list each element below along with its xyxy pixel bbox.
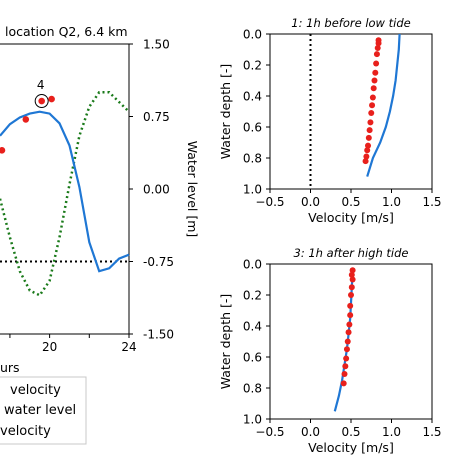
x-tick-label: 24 bbox=[121, 340, 136, 354]
observed-point bbox=[349, 276, 356, 283]
x-tick-label: −0.5 bbox=[255, 425, 284, 439]
profile-panel-3: 3: 1h after high tide −0.5 0.0 0.5 1.0 1.5 0.0… bbox=[218, 246, 442, 455]
x-tick-label: 1.5 bbox=[422, 425, 441, 439]
right-y-tick-label: -1.50 bbox=[143, 328, 174, 342]
model-profile-line bbox=[366, 33, 401, 177]
circled-point-ring bbox=[34, 94, 49, 109]
y-axis-label: Water depth [-] bbox=[218, 64, 233, 160]
legend-box bbox=[0, 376, 87, 445]
panel-title: location Q2, 6.4 km bbox=[5, 24, 128, 39]
y-tick-label: 0.8 bbox=[243, 152, 262, 166]
legend-entry: velocity bbox=[10, 383, 61, 398]
x-tick-label: 20 bbox=[42, 340, 57, 354]
highlighted-point bbox=[0, 147, 6, 154]
highlighted-point bbox=[38, 97, 45, 105]
observed-point bbox=[348, 284, 355, 291]
highlighted-point bbox=[48, 95, 55, 103]
profile-title: 1: 1h before low tide bbox=[291, 16, 410, 30]
observed-point bbox=[373, 51, 380, 58]
x-axis-label: Velocity [m/s] bbox=[308, 440, 394, 455]
right-y-axis-label: Water level [m] bbox=[185, 141, 200, 238]
observed-point bbox=[348, 271, 355, 278]
x-tick-label: 0.0 bbox=[301, 425, 320, 439]
observed-point bbox=[365, 142, 372, 149]
observed-point bbox=[369, 94, 376, 101]
observed-point bbox=[347, 302, 354, 309]
observed-point bbox=[348, 292, 354, 298]
observed-point bbox=[367, 119, 374, 126]
observed-point bbox=[343, 346, 350, 353]
right-y-tick-label: -0.75 bbox=[143, 255, 174, 269]
x-tick-label: 1.0 bbox=[382, 195, 401, 209]
observed-point bbox=[369, 102, 376, 109]
observed-point bbox=[370, 85, 377, 92]
observed-point bbox=[375, 40, 382, 47]
observed-point bbox=[366, 127, 373, 134]
x-tick-label: 0.0 bbox=[301, 195, 320, 209]
y-tick-label: 0.6 bbox=[243, 121, 262, 135]
y-tick-label: 0.2 bbox=[243, 289, 262, 303]
y-tick-label: 0.0 bbox=[243, 258, 262, 272]
x-tick-label: 0.5 bbox=[341, 195, 360, 209]
x-axis-label: urs bbox=[0, 360, 20, 375]
y-tick-label: 1.0 bbox=[243, 413, 262, 427]
observed-point bbox=[372, 69, 379, 76]
plot-frame bbox=[269, 33, 433, 190]
observed-point bbox=[365, 134, 372, 141]
water-level-line bbox=[0, 91, 130, 297]
y-tick-label: 0.2 bbox=[243, 59, 262, 73]
observed-point bbox=[344, 338, 351, 345]
observed-point bbox=[371, 77, 378, 84]
observed-point bbox=[340, 380, 347, 387]
x-tick-label: 1.0 bbox=[382, 425, 401, 439]
x-axis-label: Velocity [m/s] bbox=[308, 210, 394, 225]
observed-point bbox=[362, 158, 369, 165]
y-tick-label: 1.0 bbox=[243, 183, 262, 197]
y-tick-label: 0.0 bbox=[243, 28, 262, 42]
y-tick-label: 0.6 bbox=[243, 351, 262, 365]
y-tick-label: 0.4 bbox=[243, 90, 262, 104]
legend-entry: velocity bbox=[0, 424, 51, 439]
observed-point bbox=[374, 44, 381, 51]
highlighted-point bbox=[22, 116, 30, 123]
x-tick-label: −0.5 bbox=[255, 195, 284, 209]
time-series-panel: location Q2, 6.4 km 1.50 0.75 0.00 -0.75 -1.5… bbox=[0, 24, 200, 445]
right-y-tick-label: 0.00 bbox=[143, 183, 170, 197]
y-tick-label: 0.8 bbox=[243, 382, 262, 396]
observed-point bbox=[343, 355, 350, 362]
observed-point bbox=[345, 329, 352, 336]
right-y-tick-label: 1.50 bbox=[143, 38, 170, 52]
observed-point bbox=[363, 153, 370, 160]
observed-point bbox=[346, 321, 353, 328]
observed-point bbox=[342, 363, 349, 370]
observed-point bbox=[349, 267, 356, 274]
x-tick-label: 0.5 bbox=[341, 425, 360, 439]
velocity-line bbox=[0, 110, 130, 273]
profile-title: 3: 1h after high tide bbox=[294, 246, 409, 260]
observed-point bbox=[373, 60, 380, 67]
x-tick-label: 1.5 bbox=[422, 195, 441, 209]
profile-panel-1: 1: 1h before low tide −0.5 0.0 0.5 1.0 1.5 0.0… bbox=[218, 16, 442, 225]
observed-point bbox=[364, 147, 371, 154]
circled-point-label: 4 bbox=[37, 78, 45, 92]
observed-point bbox=[341, 371, 348, 378]
observed-point bbox=[368, 110, 375, 117]
y-axis-label: Water depth [-] bbox=[218, 294, 233, 390]
legend-entry: water level bbox=[4, 403, 76, 418]
right-y-tick-label: 0.75 bbox=[143, 110, 170, 124]
y-tick-label: 0.4 bbox=[243, 320, 262, 334]
observed-point bbox=[347, 312, 354, 319]
